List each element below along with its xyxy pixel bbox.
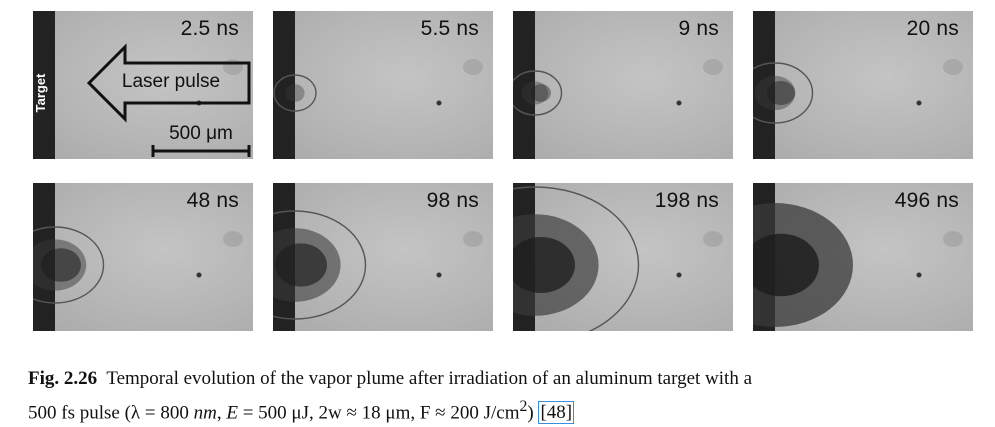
vapor-plume	[754, 75, 796, 111]
particle-dot	[916, 100, 922, 106]
laser-pulse-label: Laser pulse	[121, 71, 221, 92]
shock-front	[513, 186, 640, 331]
frame-5-5ns: 5.5 ns	[273, 11, 493, 159]
reference-link[interactable]: [48]	[538, 401, 575, 425]
background-spot	[703, 59, 723, 75]
time-label: 20 ns	[906, 17, 959, 40]
particle-dot	[436, 272, 442, 278]
caption-text-2c: = 500 μJ, 2w ≈ 18 μm, F ≈ 200 J/cm	[237, 402, 520, 424]
target-bar	[753, 11, 775, 159]
target-bar	[33, 11, 55, 159]
time-label: 496 ns	[894, 189, 959, 212]
frame-9ns: 9 ns	[513, 11, 733, 159]
plume-core	[513, 237, 575, 293]
laser-arrow-icon	[86, 43, 251, 157]
vapor-plume	[285, 84, 305, 102]
time-label: 2.5 ns	[180, 17, 239, 40]
background-spot	[223, 231, 243, 247]
plume-image	[753, 11, 963, 159]
target-bar	[513, 11, 535, 159]
caption-unit-nm: nm	[193, 402, 217, 424]
plume-image	[513, 11, 723, 159]
caption-line-2: 500 fs pulse (λ = 800 nm, E = 500 μJ, 2w…	[28, 393, 988, 427]
figure-caption: Fig. 2.26 Temporal evolution of the vapo…	[28, 365, 988, 427]
particle-dot	[196, 272, 202, 278]
time-label: 198 ns	[654, 189, 719, 212]
plume-image	[33, 183, 243, 331]
vapor-plume	[521, 81, 549, 105]
caption-text-2a: 500 fs pulse (λ = 800	[28, 402, 194, 424]
plume-core	[41, 248, 81, 282]
background-spot	[943, 59, 963, 75]
caption-text-2d: )	[527, 402, 539, 424]
frame-496ns: 496 ns	[753, 183, 973, 331]
frame-20ns: 20 ns	[753, 11, 973, 159]
shock-front	[33, 226, 105, 304]
plume-core	[767, 81, 795, 105]
particle-dot	[676, 100, 682, 106]
background-spot	[463, 59, 483, 75]
time-label: 9 ns	[678, 17, 719, 40]
shock-front	[513, 70, 563, 116]
particle-dot	[916, 272, 922, 278]
particle-dot	[436, 100, 442, 106]
plume-image	[753, 183, 963, 331]
shock-front	[753, 62, 814, 124]
plume-image	[513, 183, 723, 331]
time-label: 98 ns	[426, 189, 479, 212]
caption-text-2b: ,	[216, 402, 227, 424]
frame-2-5ns: 2.5 ns Target Laser pulse 500 μm	[33, 11, 253, 159]
frame-198ns: 198 ns	[513, 183, 733, 331]
plume-core	[531, 84, 551, 102]
plume-image	[273, 183, 483, 331]
scale-bar-label: 500 μm	[169, 123, 233, 144]
shock-front	[273, 210, 367, 320]
caption-symbol-e: E	[226, 402, 238, 424]
background-spot	[463, 231, 483, 247]
shock-front	[273, 74, 317, 112]
time-label: 48 ns	[186, 189, 239, 212]
plume-core	[275, 243, 327, 287]
background-spot	[703, 231, 723, 247]
background-spot	[943, 231, 963, 247]
target-bar	[273, 11, 295, 159]
figure-number: Fig. 2.26	[28, 368, 98, 389]
caption-superscript: 2	[519, 398, 528, 415]
plume-image	[273, 11, 483, 159]
frame-98ns: 98 ns	[273, 183, 493, 331]
caption-text-1: Temporal evolution of the vapor plume af…	[106, 368, 753, 389]
caption-line-1: Fig. 2.26 Temporal evolution of the vapo…	[28, 365, 988, 393]
particle-dot	[676, 272, 682, 278]
time-label: 5.5 ns	[420, 17, 479, 40]
frame-48ns: 48 ns	[33, 183, 253, 331]
plume-core	[753, 233, 819, 297]
